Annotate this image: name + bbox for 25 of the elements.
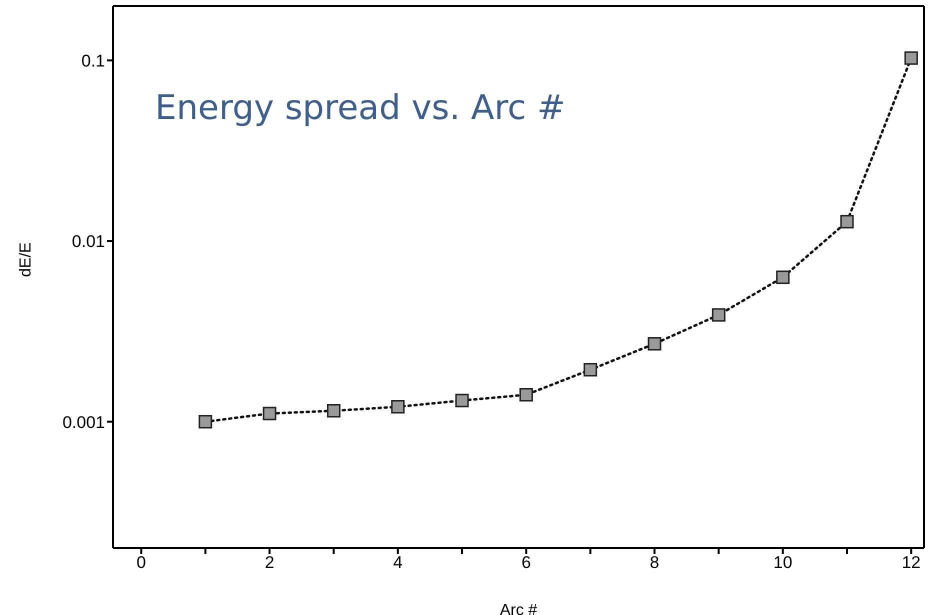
x-tick-label: 12 [902,553,921,572]
point [326,404,340,418]
x-axis-title: Arc # [500,602,538,615]
point [712,308,726,322]
x-tick-label: 6 [521,553,531,572]
y-tick-label: 0.1 [81,51,105,70]
point [455,394,469,408]
point [904,51,918,65]
point [519,388,533,402]
x-tick-label: 10 [773,553,792,572]
point [391,400,405,414]
y-axis-title: dE/E [18,242,35,277]
y-tick-label: 0.001 [62,412,105,432]
x-tick-label: 0 [136,553,146,572]
x-tick-label: 8 [650,553,660,572]
point [198,414,212,428]
point [648,337,662,351]
point [262,406,276,420]
text: Energy spread vs. Arc # [155,88,566,128]
point [776,270,790,284]
point [840,214,854,228]
y-tick-label: 0.01 [72,232,105,252]
x-tick-label: 2 [264,553,274,572]
point [584,362,598,376]
x-tick-label: 4 [393,553,403,572]
